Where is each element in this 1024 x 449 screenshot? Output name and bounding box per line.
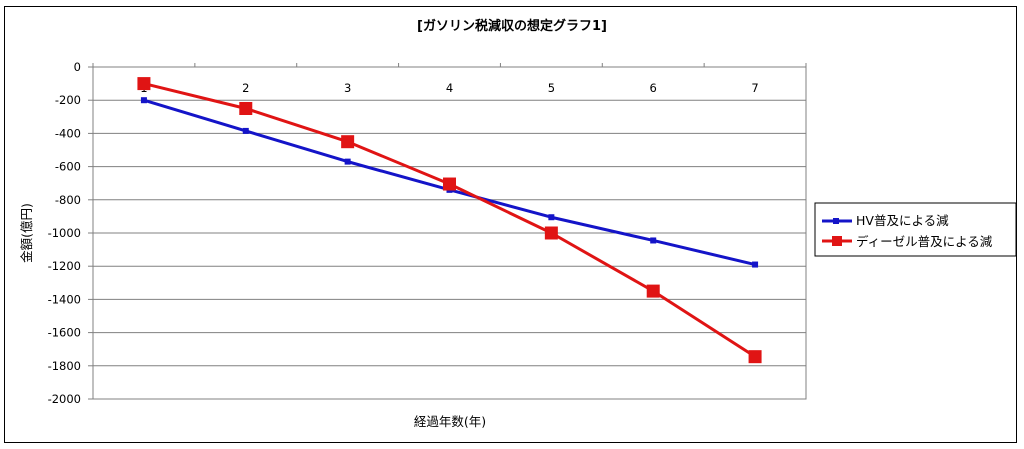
data-point-1-7: [748, 350, 762, 364]
x-axis-label: 経過年数(年): [414, 414, 486, 429]
data-point-1-6: [646, 284, 660, 298]
data-point-1-3: [341, 135, 355, 149]
series-lines: [137, 77, 762, 364]
y-tick-label-1: -200: [55, 93, 81, 107]
y-tick-label-8: -1600: [48, 326, 81, 340]
y-tick-label-9: -1800: [48, 359, 81, 373]
chart-title: [ガソリン税減収の想定グラフ1]: [417, 18, 607, 34]
x-tick-label-4: 4: [446, 81, 453, 95]
x-tick-label-7: 7: [751, 81, 758, 95]
data-point-0-7: [752, 261, 759, 268]
y-tick-label-10: -2000: [48, 392, 81, 406]
x-tick-label-5: 5: [548, 81, 555, 95]
data-point-1-2: [239, 102, 253, 115]
y-tick-labels: 0 -200 -400 -600 -800 -1000 -1200 -1400 -1600 -18…: [48, 60, 81, 406]
data-point-0-6: [650, 237, 657, 244]
y-tick-label-0: 0: [74, 60, 81, 74]
data-point-1-1: [137, 77, 151, 91]
x-tick-label-6: 6: [650, 81, 657, 95]
y-axis-label: 金額(億円): [19, 203, 34, 263]
y-tick-label-2: -400: [55, 126, 81, 140]
legend-box: [814, 202, 1017, 257]
y-tick-label-3: -600: [55, 160, 81, 174]
y-tick-label-7: -1400: [48, 292, 81, 306]
x-tick-label-2: 2: [242, 81, 249, 95]
grid-lines: [88, 66, 806, 400]
legend-label-hv: HV普及による減: [856, 213, 949, 228]
y-tick-label-6: -1200: [48, 259, 81, 273]
data-point-0-5: [548, 214, 555, 221]
legend-label-diesel: ディーゼル普及による減: [856, 234, 993, 249]
data-point-1-4: [443, 177, 456, 191]
legend-marker-diesel: [832, 236, 842, 246]
legend-marker-hv: [833, 218, 839, 224]
y-tick-label-5: -1000: [48, 226, 81, 240]
y-tick-label-4: -800: [55, 193, 81, 207]
data-point-1-5: [544, 226, 558, 240]
x-tick-label-3: 3: [344, 81, 351, 95]
data-point-0-2: [242, 127, 249, 134]
legend: HV普及による減 ディーゼル普及による減: [814, 202, 1017, 257]
data-point-0-1: [140, 97, 147, 104]
data-point-0-3: [344, 158, 351, 165]
